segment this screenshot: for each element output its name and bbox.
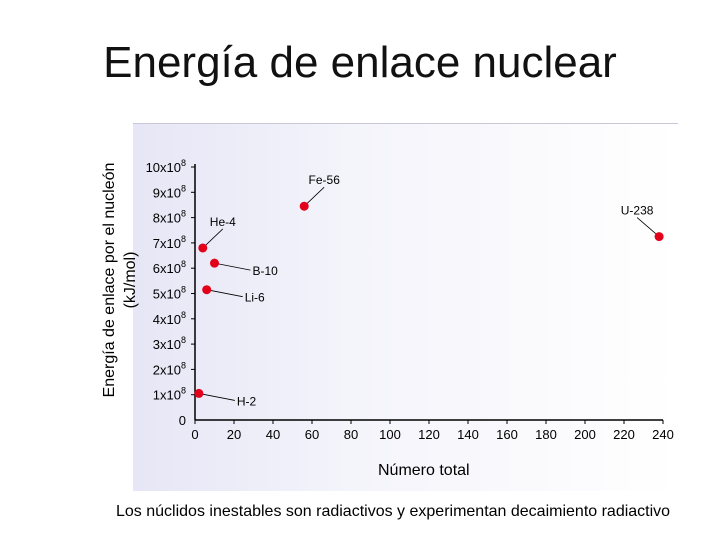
data-point-label: H-2	[237, 394, 257, 408]
x-tick-label: 220	[613, 427, 635, 442]
data-point-label: He-4	[210, 215, 236, 229]
y-tick-label: 3x108	[153, 335, 186, 352]
y-axis-title-line1: Energía de enlace por el nucleón	[101, 162, 118, 398]
y-tick-label: 6x108	[153, 259, 186, 276]
x-tick-label: 20	[227, 427, 241, 442]
x-tick-label: 160	[496, 427, 518, 442]
connector-line	[636, 217, 660, 237]
x-tick-labels: 0 20 40 60 80 100 120 140 160 180 200 220 240	[191, 420, 674, 442]
data-point	[194, 388, 204, 398]
y-tick-label: 5x108	[153, 285, 186, 302]
y-tick-label: 4x108	[153, 310, 186, 327]
y-tick-label: 2x108	[153, 360, 186, 377]
y-tick-label: 7x108	[153, 234, 186, 251]
point-labels: H-2 Li-6 B-10 He-4 Fe-56 U-238	[210, 173, 654, 408]
x-tick-label: 80	[344, 427, 358, 442]
data-points	[194, 201, 664, 398]
chart-panel	[133, 123, 678, 491]
chart-axes	[194, 164, 663, 421]
x-tick-label: 120	[418, 427, 440, 442]
connector-line	[202, 228, 224, 249]
data-point	[654, 232, 664, 242]
x-tick-label: 100	[379, 427, 401, 442]
x-tick-label: 0	[191, 427, 198, 442]
x-tick-label: 240	[652, 427, 674, 442]
y-tick-labels: 0 1x108 2x108 3x108 4x108 5x108 6x108 7x108 8x10…	[146, 158, 195, 428]
data-point-label: B-10	[253, 264, 279, 278]
data-point	[299, 201, 309, 211]
x-tick-label: 140	[457, 427, 479, 442]
data-point	[202, 285, 212, 295]
data-point	[210, 258, 219, 268]
y-tick-label: 9x108	[153, 183, 186, 200]
y-tick-label: 0	[179, 413, 186, 428]
connector-line	[303, 186, 325, 207]
data-point	[198, 243, 208, 253]
connector-line	[214, 262, 251, 271]
x-tick-label: 200	[574, 427, 596, 442]
data-point-label: Li-6	[245, 291, 265, 305]
data-point-label: Fe-56	[309, 173, 341, 187]
page-title: Energía de enlace nuclear	[103, 38, 617, 87]
connector-line	[198, 393, 235, 401]
data-point-label: U-238	[621, 204, 654, 218]
x-tick-label: 40	[266, 427, 280, 442]
footer-note: Los núclidos inestables son radiactivos …	[116, 503, 671, 520]
point-connectors	[198, 186, 660, 401]
y-tick-label: 10x108	[146, 158, 186, 175]
x-axis-title: Número total	[378, 462, 470, 479]
y-tick-label: 1x108	[153, 386, 186, 403]
y-axis-title-line2: (kJ/mol)	[122, 251, 139, 309]
x-tick-label: 60	[305, 427, 319, 442]
connector-line	[206, 289, 243, 298]
x-tick-label: 180	[535, 427, 557, 442]
y-tick-label: 8x108	[153, 209, 186, 226]
